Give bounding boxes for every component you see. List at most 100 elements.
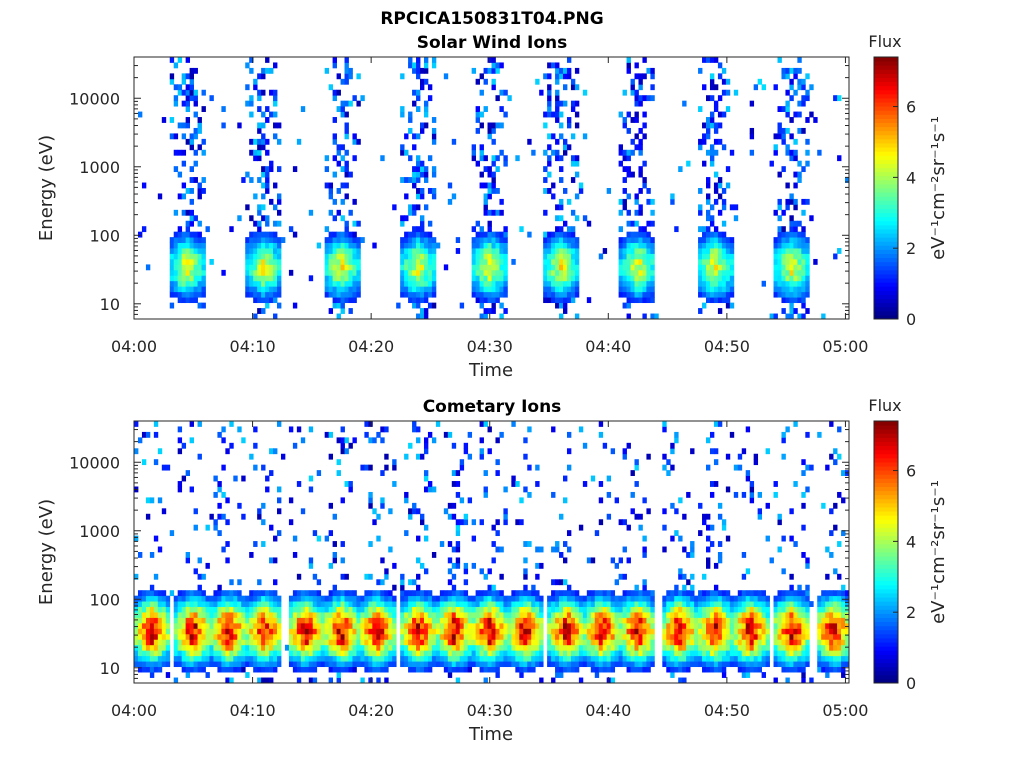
spectrogram-cell <box>181 666 187 673</box>
spectrogram-cell <box>253 606 258 613</box>
spectrogram-cell <box>618 286 623 293</box>
spectrogram-cell <box>153 573 159 580</box>
spectrogram-cell <box>149 617 155 624</box>
spectrogram-cell <box>789 535 794 542</box>
spectrogram-cell <box>261 297 266 304</box>
spectrogram-cell <box>773 84 778 91</box>
spectrogram-cell <box>713 57 719 63</box>
spectrogram-cell <box>451 628 457 635</box>
spectrogram-cell <box>757 622 763 629</box>
spectrogram-cell <box>634 193 639 200</box>
spectrogram-cell <box>678 633 683 640</box>
spectrogram-cell <box>340 215 345 222</box>
spectrogram-cell <box>773 595 778 602</box>
spectrogram-cell <box>292 612 298 618</box>
spectrogram-cell <box>241 628 246 635</box>
spectrogram-cell <box>499 650 504 657</box>
spectrogram-cell <box>185 661 191 668</box>
spectrogram-cell <box>777 106 782 112</box>
spectrogram-cell <box>483 264 488 271</box>
spectrogram-cell <box>785 644 790 651</box>
spectrogram-cell <box>479 650 484 657</box>
spectrogram-cell <box>777 612 782 618</box>
spectrogram-cell <box>431 552 437 558</box>
spectrogram-cell <box>702 237 707 243</box>
spectrogram-cell <box>249 275 254 282</box>
spectrogram-cell <box>678 628 683 635</box>
spectrogram-cell <box>706 513 711 520</box>
spectrogram-cell <box>721 264 727 271</box>
spectrogram-cell <box>420 160 425 167</box>
spectrogram-cell <box>721 67 727 74</box>
spectrogram-cell <box>706 133 711 140</box>
spectrogram-cell <box>559 166 564 173</box>
spectrogram-cell <box>563 639 568 646</box>
spectrogram-cell <box>193 215 198 222</box>
spectrogram-cell <box>646 198 651 205</box>
spectrogram-cell <box>296 644 302 651</box>
spectrogram-cell <box>793 280 798 287</box>
spectrogram-cell <box>717 62 723 69</box>
spectrogram-cell <box>137 601 143 607</box>
spectrogram-cell <box>233 475 238 482</box>
spectrogram-cell <box>709 57 715 63</box>
spectrogram-cell <box>713 100 719 107</box>
spectrogram-cell <box>396 302 401 309</box>
spectrogram-cell <box>427 486 433 493</box>
spectrogram-cell <box>368 606 373 613</box>
spectrogram-cell <box>189 133 194 140</box>
spectrogram-cell <box>547 62 552 69</box>
spectrogram-cell <box>638 291 643 298</box>
spectrogram-cell <box>598 595 604 602</box>
spectrogram-cell <box>427 95 433 102</box>
spectrogram-cell <box>269 231 274 238</box>
spectrogram-cell <box>713 622 719 629</box>
spectrogram-cell <box>467 633 473 640</box>
spectrogram-cell <box>261 269 266 276</box>
spectrogram-cell <box>348 661 353 668</box>
spectrogram-cell <box>578 633 584 640</box>
spectrogram-cell <box>622 258 627 265</box>
spectrogram-cell <box>650 601 655 607</box>
spectrogram-cell <box>412 612 417 618</box>
spectrogram-cell <box>606 633 612 640</box>
spectrogram-cell <box>563 220 568 227</box>
spectrogram-cell <box>491 650 496 657</box>
spectrogram-cell <box>503 264 508 271</box>
spectrogram-cell <box>340 612 345 618</box>
spectrogram-cell <box>519 650 524 657</box>
spectrogram-cell <box>559 237 564 243</box>
spectrogram-cell <box>320 601 326 607</box>
spectrogram-cell <box>177 286 183 293</box>
spectrogram-cell <box>622 655 627 662</box>
spectrogram-cell <box>404 590 409 597</box>
spectrogram-cell <box>483 297 488 304</box>
spectrogram-cell <box>181 291 187 298</box>
spectrogram-cell <box>149 606 155 613</box>
spectrogram-cell <box>404 291 409 298</box>
spectrogram-cell <box>515 617 520 624</box>
spectrogram-cell <box>503 269 508 276</box>
spectrogram-cell <box>273 639 278 646</box>
spectrogram-cell <box>630 231 635 238</box>
spectrogram-cell <box>372 437 377 444</box>
spectrogram-cell <box>253 231 258 238</box>
spectrogram-cell <box>638 524 643 531</box>
spectrogram-cell <box>507 644 512 651</box>
spectrogram-cell <box>483 633 488 640</box>
spectrogram-cell <box>416 655 421 662</box>
spectrogram-cell <box>777 513 782 520</box>
spectrogram-cell <box>646 628 651 635</box>
spectrogram-cell <box>324 431 330 438</box>
spectrogram-cell <box>427 253 433 260</box>
spectrogram-cell <box>662 617 667 624</box>
spectrogram-cell <box>523 453 528 460</box>
spectrogram-cell <box>797 177 802 183</box>
spectrogram-cell <box>495 459 500 466</box>
spectrogram-cell <box>543 231 548 238</box>
spectrogram-cell <box>491 122 496 129</box>
spectrogram-cell <box>237 617 242 624</box>
spectrogram-cell <box>777 215 782 222</box>
spectrogram-cell <box>547 280 552 287</box>
spectrogram-cell <box>622 601 627 607</box>
